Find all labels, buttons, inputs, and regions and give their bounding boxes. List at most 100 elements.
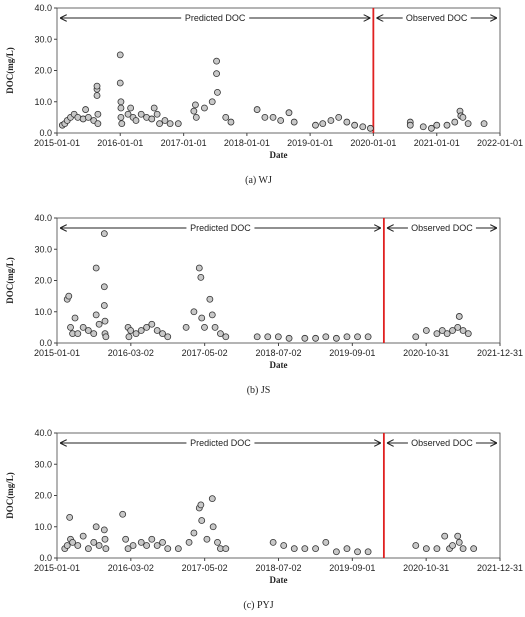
point — [354, 548, 361, 556]
x-tick-label: 2017-05-02 — [182, 348, 228, 358]
point — [412, 333, 420, 341]
point — [66, 513, 74, 521]
point — [319, 120, 327, 128]
point — [438, 327, 446, 334]
x-tick-label: 2016-01-01 — [97, 138, 143, 148]
point — [364, 548, 372, 556]
x-tick-label: 2016-03-02 — [108, 563, 154, 573]
point — [201, 104, 208, 112]
point — [280, 542, 288, 549]
point — [63, 542, 71, 549]
point — [164, 333, 172, 341]
annotation: Predicted DOC — [190, 438, 251, 448]
x-tick-label: 2015-01-01 — [34, 563, 80, 573]
point — [195, 264, 203, 272]
x-tick-label: 2017-05-02 — [182, 563, 228, 573]
y-tick-label: 0.0 — [39, 128, 52, 138]
point — [117, 113, 125, 121]
point — [65, 292, 73, 300]
point — [116, 51, 124, 59]
point — [95, 542, 103, 549]
plot-frame — [56, 217, 501, 344]
point — [122, 535, 130, 543]
point — [464, 330, 472, 338]
point — [222, 333, 230, 341]
point — [201, 323, 208, 331]
y-tick-label: 0.0 — [39, 553, 52, 563]
point — [455, 538, 463, 546]
x-tick-label: 2018-07-02 — [255, 348, 301, 358]
point — [137, 327, 145, 334]
point — [364, 333, 372, 341]
point — [274, 333, 282, 341]
y-tick-label: 0.0 — [39, 338, 52, 348]
point — [449, 327, 456, 334]
y-axis-label: DOC(mg/L) — [5, 257, 15, 304]
point — [159, 538, 166, 546]
point — [198, 314, 206, 322]
annotation: Predicted DOC — [185, 13, 246, 23]
x-tick-label: 2021-12-31 — [477, 348, 523, 358]
caption: (b) JS — [247, 385, 271, 396]
point — [71, 314, 79, 322]
point — [322, 333, 330, 341]
x-tick-label: 2018-01-01 — [224, 138, 270, 148]
point — [422, 327, 430, 334]
point — [90, 330, 98, 338]
caption: (a) WJ — [245, 175, 272, 186]
point — [459, 545, 467, 553]
point — [79, 532, 87, 540]
point — [322, 538, 330, 546]
point — [343, 545, 351, 553]
point — [197, 273, 205, 281]
y-axis-label: DOC(mg/L) — [5, 47, 15, 94]
point — [253, 106, 261, 113]
point — [206, 295, 214, 303]
point — [119, 510, 127, 518]
point — [92, 523, 100, 531]
point — [343, 118, 351, 126]
point — [192, 113, 200, 121]
point — [84, 545, 92, 553]
point — [464, 120, 472, 128]
y-tick-label: 10.0 — [34, 307, 52, 317]
point — [285, 334, 293, 342]
x-axis-label: Date — [270, 150, 288, 160]
point — [100, 526, 108, 534]
point — [301, 334, 309, 342]
x-tick-label: 2016-03-02 — [108, 348, 154, 358]
annotation: Observed DOC — [411, 223, 473, 233]
point — [209, 523, 217, 531]
x-axis-label: Date — [270, 575, 288, 585]
point — [190, 308, 198, 316]
point — [148, 535, 156, 543]
x-tick-label: 2021-01-01 — [414, 138, 460, 148]
point — [153, 110, 161, 118]
y-tick-label: 20.0 — [34, 491, 52, 501]
point — [124, 110, 132, 118]
point — [451, 118, 459, 126]
point — [227, 118, 235, 126]
point — [443, 330, 451, 338]
point — [185, 538, 193, 546]
point — [441, 532, 449, 540]
y-tick-label: 30.0 — [34, 459, 52, 469]
point — [203, 535, 211, 543]
point — [192, 101, 199, 109]
point — [261, 113, 269, 121]
point — [161, 117, 169, 124]
x-tick-label: 2022-01-01 — [477, 138, 523, 148]
point — [100, 302, 108, 309]
point — [164, 545, 172, 553]
point — [102, 333, 110, 341]
point — [213, 70, 220, 78]
point — [74, 330, 82, 338]
point — [92, 264, 100, 272]
point — [90, 538, 98, 546]
point — [459, 327, 467, 334]
x-tick-label: 2019-01-01 — [287, 138, 333, 148]
point — [127, 104, 135, 112]
y-tick-label: 20.0 — [34, 276, 52, 286]
point — [351, 121, 359, 129]
